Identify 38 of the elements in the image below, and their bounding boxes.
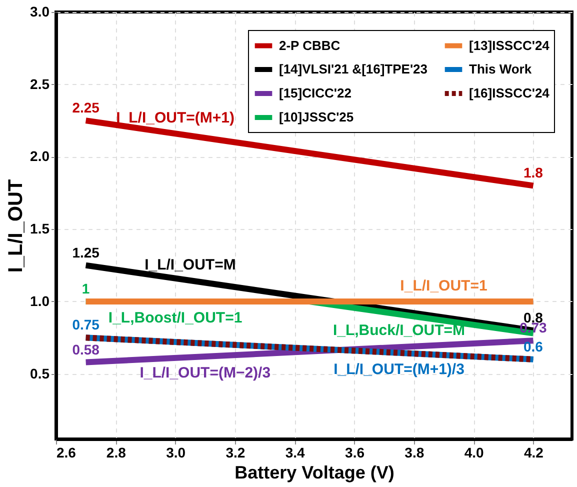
annotation: I_L/I_OUT=M — [144, 256, 236, 274]
data-label: 0.58 — [72, 341, 100, 358]
data-label: 2.25 — [72, 100, 100, 116]
y-axis-title: I_L/I_OUT — [5, 179, 28, 273]
y-tick-label: 2.0 — [30, 148, 50, 164]
x-tick-label: 3.4 — [285, 444, 306, 460]
data-label: 1 — [82, 280, 90, 296]
y-tick-label: 0.5 — [30, 365, 50, 382]
legend-label: This Work — [469, 62, 532, 76]
annotation: I_L,Boost/I_OUT=1 — [108, 309, 242, 326]
legend-label: [14]VLSI'21 &[16]TPE'23 — [279, 62, 428, 76]
y-tick-label: 1.0 — [30, 292, 50, 309]
y-tick-label: 1.5 — [30, 220, 50, 237]
x-tick-label: 4.2 — [524, 444, 544, 460]
data-label: 0.6 — [523, 338, 544, 354]
annotation: I_L/I_OUT=1 — [400, 277, 488, 294]
legend-label: [15]CICC'22 — [279, 86, 352, 100]
data-label: 1.8 — [523, 164, 544, 181]
legend-label: [13]ISSCC'24 — [469, 38, 550, 53]
annotation: I_L/I_OUT=(M+1) — [116, 110, 234, 127]
x-axis-title: Battery Voltage (V) — [234, 462, 394, 482]
x-tick-label: 3.2 — [226, 444, 246, 460]
legend-label: [16]ISSCC'24 — [469, 86, 550, 100]
x-tick-label: 4.0 — [464, 444, 484, 460]
x-tick-label: 3.6 — [345, 444, 365, 460]
data-label: 0.75 — [72, 316, 100, 333]
annotation: I_L/I_OUT=(M+1)/3 — [334, 360, 464, 378]
annotation: I_L/I_OUT=(M−2)/3 — [140, 364, 271, 382]
x-tick-label: 2.6 — [56, 444, 76, 460]
x-tick-label: 2.8 — [106, 444, 126, 460]
x-tick-label: 3.0 — [166, 444, 186, 460]
y-tick-label: 2.5 — [30, 76, 50, 92]
legend-label: 2-P CBBC — [279, 38, 341, 53]
legend-label: [10]JSSC'25 — [279, 110, 354, 124]
annotation: I_L,Buck/I_OUT=M — [332, 322, 466, 340]
y-tick-label: 3.0 — [30, 4, 50, 20]
x-tick-label: 3.8 — [404, 444, 424, 460]
data-label: 1.25 — [72, 244, 100, 260]
